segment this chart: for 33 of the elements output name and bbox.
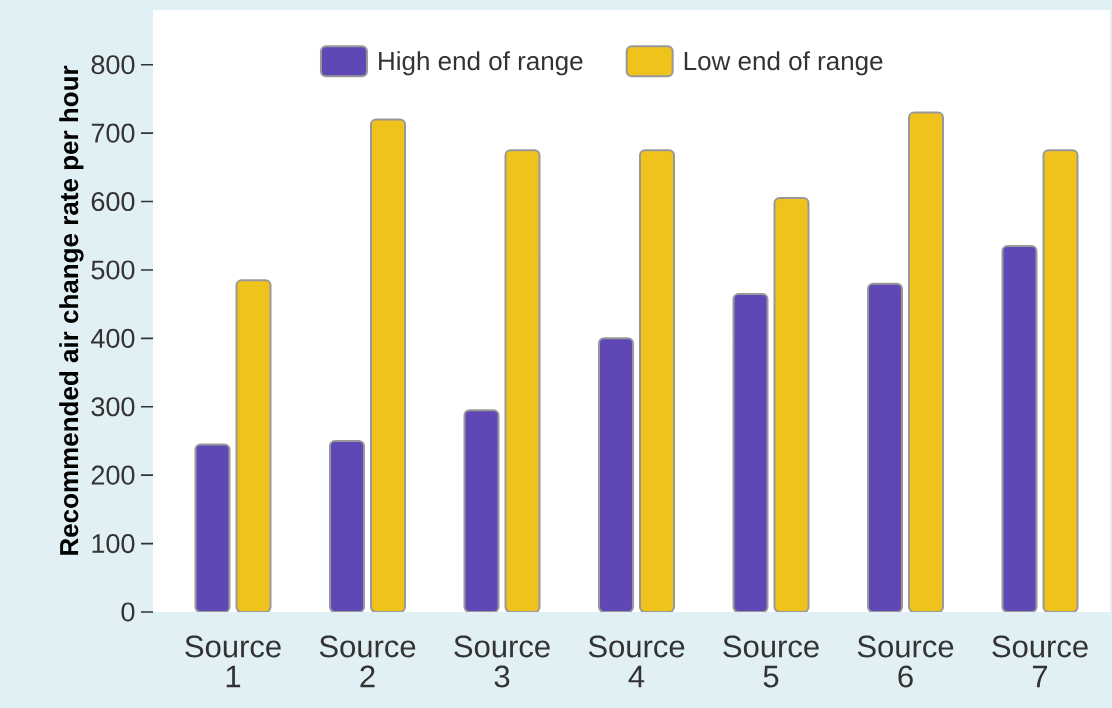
- bar: [1042, 149, 1079, 612]
- bar: [1001, 245, 1038, 612]
- bar: [194, 443, 231, 612]
- bar: [773, 197, 810, 612]
- bar: [370, 118, 407, 612]
- bar: [732, 292, 769, 612]
- x-tick-label: Source 7: [992, 635, 1088, 688]
- legend-label: Low end of range: [684, 51, 883, 76]
- y-tick-label: 400: [91, 328, 135, 348]
- y-tick-label: 500: [91, 260, 135, 280]
- x-tick-label: Source 2: [319, 635, 416, 688]
- x-tick-label: Source 5: [723, 635, 819, 688]
- y-tick-label: 800: [91, 55, 135, 75]
- y-axis-title: Recommended air change rate per hour: [59, 65, 84, 555]
- bar: [329, 439, 366, 612]
- y-tick-label: 100: [92, 534, 135, 554]
- bar: [867, 282, 903, 612]
- y-tick-label: 300: [91, 397, 135, 417]
- x-tick-label: Source 1: [185, 635, 281, 688]
- bar: [463, 409, 500, 612]
- bar: [504, 149, 541, 612]
- bar: [235, 279, 272, 612]
- bar: [908, 111, 944, 612]
- bar: [598, 337, 635, 612]
- x-tick-label: Source 3: [454, 635, 550, 688]
- x-tick-label: Source 6: [857, 635, 954, 688]
- y-tick-label: 0: [121, 602, 135, 622]
- y-tick-label: 700: [91, 123, 135, 143]
- y-tick-label: 200: [91, 465, 135, 485]
- x-tick-label: Source 4: [588, 635, 685, 688]
- bar: [639, 149, 676, 612]
- legend-label: High end of range: [379, 51, 583, 76]
- y-tick-label: 600: [91, 191, 135, 212]
